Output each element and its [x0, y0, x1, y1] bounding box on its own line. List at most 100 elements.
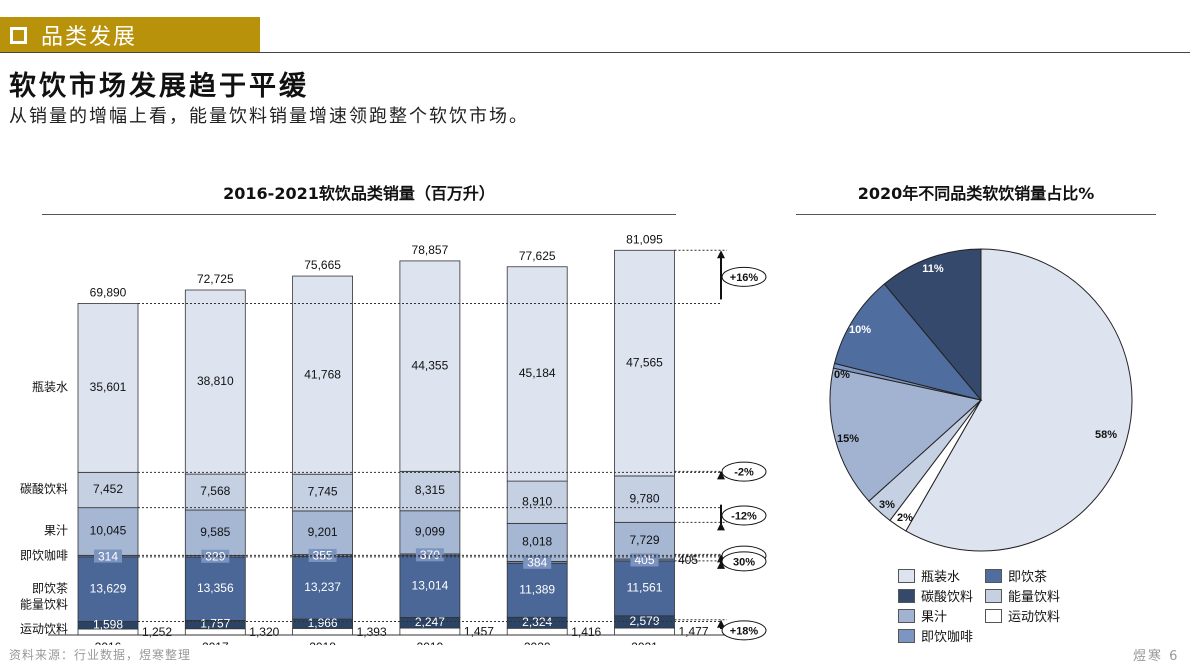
data-label-carbonated: 8,315	[415, 483, 445, 497]
pie-label-sports-drinks: 2%	[897, 512, 913, 524]
bar-segment-bottled-water	[77, 303, 139, 473]
pie-label-juice: 15%	[837, 433, 859, 445]
data-label-energy-drinks: 1,598	[93, 617, 123, 631]
bar-segment-carbonated	[292, 473, 354, 512]
data-label-bg	[415, 548, 444, 562]
data-label-rtd-tea: 11,389	[519, 582, 555, 596]
growth-label: -2%	[734, 467, 754, 479]
pie-label-energy-drinks: 3%	[879, 499, 895, 511]
data-label-rtd-coffee: 384	[527, 555, 547, 569]
growth-label: -12%	[731, 510, 757, 522]
data-label-rtd-coffee: 314	[98, 549, 118, 563]
data-label-bg	[523, 555, 552, 569]
growth-label: +16%	[730, 272, 759, 284]
legend-swatch	[898, 588, 915, 603]
bar-chart-title: 2016-2021软饮品类销量（百万升）	[223, 184, 495, 203]
data-label-energy-drinks: 2,324	[522, 615, 552, 629]
pie-slice-juice	[829, 367, 983, 502]
data-label-carbonated: 7,452	[93, 482, 123, 496]
bar-segment-rtd-tea	[399, 555, 461, 618]
legend-label: 瓶装水	[921, 570, 961, 585]
pie-slice-bottled-water	[905, 248, 1133, 552]
growth-arrow-head	[717, 250, 725, 259]
legend-label: 碳酸饮料	[921, 590, 974, 605]
data-label-bottled-water: 44,355	[412, 358, 449, 372]
bar-segment-sports-drinks	[614, 627, 675, 636]
data-label-sports-drinks: 1,320	[249, 625, 279, 639]
source-note: 资料来源：行业数据，煜寒整理	[9, 648, 192, 662]
pie-label-rtd-coffee: 0%	[834, 369, 850, 381]
page-subtitle: 从销量的增幅上看，能量饮料销量增速领跑整个软饮市场。	[9, 106, 529, 127]
pie-slice-carbonated	[883, 248, 982, 402]
category-label-carbonated: 碳酸饮料	[20, 481, 68, 496]
legend-item-rtd-tea: 即饮茶	[985, 567, 1095, 585]
bar-total-label: 81,095	[626, 232, 663, 246]
brand-text: 煜寒	[1133, 649, 1164, 664]
legend-swatch	[898, 608, 915, 623]
legend-label: 即饮咖啡	[921, 630, 974, 645]
category-label-energy-drinks: 能量饮料	[20, 597, 68, 611]
legend-item-bottled-water: 瓶装水	[898, 567, 983, 585]
bar-segment-bottled-water	[506, 266, 568, 482]
category-label-rtd-tea: 即饮茶	[32, 580, 68, 595]
legend-swatch	[985, 588, 1002, 603]
footer-brand: 煜寒 6	[1133, 645, 1179, 664]
data-label-bottled-water: 41,768	[304, 367, 341, 381]
data-label-rtd-tea: 13,356	[197, 581, 234, 595]
bar-total-label: 72,725	[197, 272, 234, 286]
legend-item-energy-drinks: 能量饮料	[985, 587, 1095, 605]
growth-arrow-head	[717, 471, 725, 480]
growth-arrow-head	[717, 619, 725, 628]
category-label-juice: 果汁	[44, 524, 68, 538]
data-label-energy-drinks: 1,966	[308, 616, 338, 630]
pie-label-rtd-tea: 10%	[849, 324, 871, 336]
bar-segment-juice	[184, 509, 246, 556]
bar-segment-bottled-water	[399, 260, 461, 472]
section-header-bar: 品类发展	[0, 17, 260, 53]
data-label-rtd-tea: 11,561	[627, 581, 663, 595]
data-label-energy-drinks: 2,579	[629, 614, 659, 628]
data-label-sports-drinks: 1,393	[357, 625, 387, 639]
bar-segment-bottled-water	[292, 275, 354, 475]
legend-swatch	[898, 568, 915, 583]
stacked-bar-chart: 69,890 2016 1,252 1,598 13,629 314 10,045 7,452…	[20, 232, 767, 645]
bar-segment-bottled-water	[184, 289, 246, 475]
legend-item-juice: 果汁	[898, 607, 983, 625]
data-label-carbonated: 9,780	[629, 491, 659, 505]
pie-legend: 瓶装水 即饮茶碳酸饮料 能量饮料 果汁 运动饮料即饮咖啡	[898, 567, 1098, 645]
growth-label: +18%	[730, 625, 759, 637]
legend-item-rtd-coffee: 即饮咖啡	[898, 627, 983, 645]
x-tick-label: 2020	[524, 640, 551, 645]
data-label-carbonated: 8,910	[522, 494, 552, 508]
legend-item-sports-drinks: 运动饮料	[985, 607, 1095, 625]
category-label-rtd-coffee: 即饮咖啡	[20, 547, 68, 562]
pie-label-bottled-water: 58%	[1095, 429, 1117, 441]
data-label-juice: 10,045	[90, 524, 127, 538]
data-label-bottled-water: 35,601	[90, 380, 127, 394]
data-label-rtd-tea: 13,014	[412, 579, 449, 593]
bar-segment-sports-drinks	[399, 627, 461, 636]
bar-segment-rtd-tea	[614, 560, 675, 617]
bar-segment-juice	[292, 510, 354, 555]
growth-bubble	[721, 620, 767, 641]
growth-bubble	[721, 505, 767, 526]
legend-label: 运动饮料	[1008, 610, 1061, 625]
legend-item-carbonated: 碳酸饮料	[898, 587, 983, 605]
pie-label-carbonated: 11%	[922, 263, 944, 275]
data-label-juice: 9,201	[308, 525, 338, 539]
growth-bubble	[721, 551, 767, 572]
data-label-sports-drinks: 1,477	[679, 625, 709, 639]
page-number: 6	[1169, 649, 1180, 664]
growth-bubble	[721, 461, 767, 482]
bar-total-label: 75,665	[304, 258, 341, 272]
bar-segment-juice	[506, 522, 568, 562]
data-label-sports-drinks: 1,252	[142, 625, 172, 639]
data-label-bottled-water: 45,184	[519, 366, 556, 380]
legend-label: 即饮茶	[1008, 570, 1048, 585]
pie-chart-title: 2020年不同品类软饮销量占比%	[857, 184, 1095, 203]
data-label-sports-drinks: 1,457	[464, 625, 494, 639]
header-rule	[0, 52, 1190, 53]
data-label-bg	[201, 549, 230, 563]
bar-segment-carbonated	[184, 473, 246, 511]
data-label-juice: 7,729	[629, 533, 659, 547]
